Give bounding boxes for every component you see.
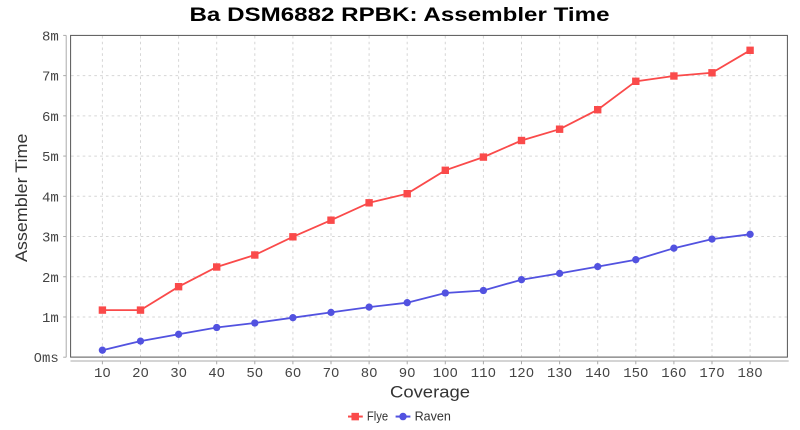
svg-text:1m: 1m <box>42 311 59 327</box>
svg-text:Raven: Raven <box>415 409 451 424</box>
svg-text:7m: 7m <box>42 70 59 86</box>
svg-text:180: 180 <box>737 366 762 382</box>
svg-text:30: 30 <box>170 366 187 382</box>
svg-text:3m: 3m <box>42 231 59 247</box>
svg-text:150: 150 <box>623 366 648 382</box>
svg-text:20: 20 <box>132 366 149 382</box>
svg-text:0ms: 0ms <box>34 351 59 367</box>
svg-text:140: 140 <box>585 366 610 382</box>
svg-text:Coverage: Coverage <box>390 384 470 402</box>
svg-text:80: 80 <box>361 366 378 382</box>
svg-text:40: 40 <box>208 366 225 382</box>
svg-text:4m: 4m <box>42 190 59 206</box>
svg-text:Assembler Time: Assembler Time <box>13 134 31 262</box>
svg-text:130: 130 <box>547 366 572 382</box>
svg-text:90: 90 <box>399 366 416 382</box>
svg-text:8m: 8m <box>42 29 59 45</box>
svg-text:Flye: Flye <box>367 409 388 424</box>
svg-text:2m: 2m <box>42 271 59 287</box>
svg-text:5m: 5m <box>42 150 59 166</box>
svg-text:10: 10 <box>94 366 111 382</box>
svg-text:6m: 6m <box>42 110 59 126</box>
svg-text:170: 170 <box>699 366 724 382</box>
svg-text:160: 160 <box>661 366 686 382</box>
svg-text:70: 70 <box>323 366 340 382</box>
svg-text:60: 60 <box>284 366 301 382</box>
svg-text:110: 110 <box>471 366 496 382</box>
svg-text:50: 50 <box>246 366 263 382</box>
svg-text:Ba DSM6882 RPBK: Assembler Tim: Ba DSM6882 RPBK: Assembler Time <box>190 5 610 26</box>
svg-text:120: 120 <box>509 366 534 382</box>
